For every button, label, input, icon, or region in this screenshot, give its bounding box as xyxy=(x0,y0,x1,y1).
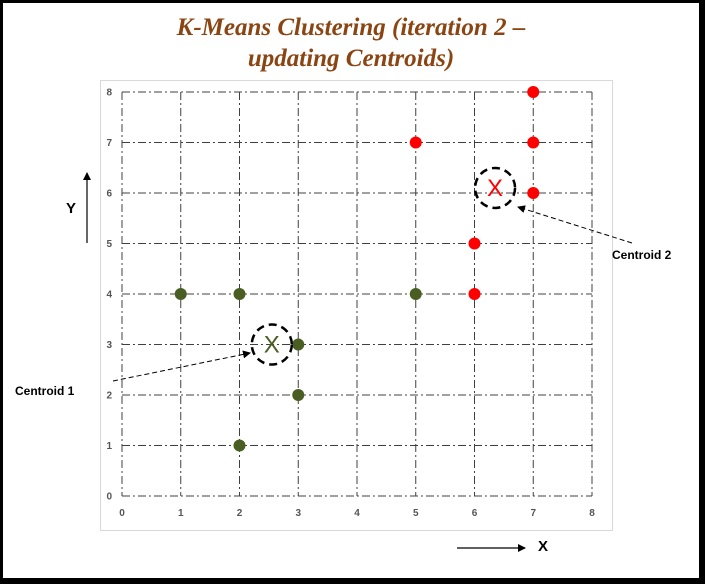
cluster2-point xyxy=(527,136,540,149)
cluster2-point xyxy=(409,136,422,149)
centroid2-callout-label: Centroid 2 xyxy=(612,248,672,262)
centroid-1-marker: X xyxy=(250,323,294,366)
cluster1-point xyxy=(233,439,246,452)
y-axis-label: Y xyxy=(66,200,77,217)
chart-frame: K-Means Clustering (iteration 2 – updati… xyxy=(3,3,699,578)
y-tick-label: 8 xyxy=(106,88,112,99)
centroid1-callout-label: Centroid 1 xyxy=(15,384,75,398)
gridlines xyxy=(121,91,593,497)
y-tick-label: 4 xyxy=(106,290,112,301)
x-tick-label: 4 xyxy=(354,508,360,519)
cluster1-point xyxy=(174,288,187,300)
centroid-x-glyph: X xyxy=(487,175,503,202)
chart-title-line-2: updating Centroids) xyxy=(247,45,455,72)
chart-title: K-Means Clustering (iteration 2 – updati… xyxy=(3,12,699,74)
y-tick-label: 7 xyxy=(106,138,112,149)
x-tick-label: 1 xyxy=(178,508,184,519)
cluster1-point xyxy=(292,389,305,401)
y-tick-label: 2 xyxy=(106,391,112,402)
y-tick-label: 6 xyxy=(106,189,112,200)
x-tick-label: 6 xyxy=(472,508,478,519)
cluster1-point xyxy=(233,288,246,300)
centroid-2-marker: X xyxy=(473,166,517,210)
y-tick-label: 5 xyxy=(106,239,112,250)
cluster2-point xyxy=(527,187,540,199)
y-tick-label: 0 xyxy=(106,492,112,503)
cluster1-point xyxy=(292,338,305,351)
y-tick-label: 1 xyxy=(106,441,112,452)
centroid-dashed-circle xyxy=(473,166,517,210)
cluster1-point xyxy=(409,288,422,300)
centroid1-callout-arrow xyxy=(112,350,251,382)
centroid-x-glyph: X xyxy=(264,332,280,359)
x-tick-label: 8 xyxy=(589,508,595,519)
centroid-dashed-circle xyxy=(250,323,294,366)
cluster2-point xyxy=(468,288,481,300)
centroids: XX xyxy=(250,166,517,366)
x-tick-label: 3 xyxy=(295,508,301,519)
centroid2-callout-arrow xyxy=(517,205,633,244)
x-tick-label: 5 xyxy=(413,508,419,519)
cluster2-point xyxy=(468,237,481,250)
x-tick-label: 7 xyxy=(530,508,536,519)
plot-area-border xyxy=(100,80,613,531)
x-tick-label: 2 xyxy=(237,508,243,519)
y-tick-label: 3 xyxy=(106,340,112,351)
x-axis-label: X xyxy=(538,538,549,555)
chart-title-line-1: K-Means Clustering (iteration 2 – xyxy=(176,14,526,41)
data-points xyxy=(174,86,540,452)
cluster2-point xyxy=(527,86,540,98)
x-tick-label: 0 xyxy=(119,508,125,519)
tick-labels: 0 1 2 3 4 5 6 7 8 0 1 2 3 4 5 6 7 8 xyxy=(106,88,595,520)
